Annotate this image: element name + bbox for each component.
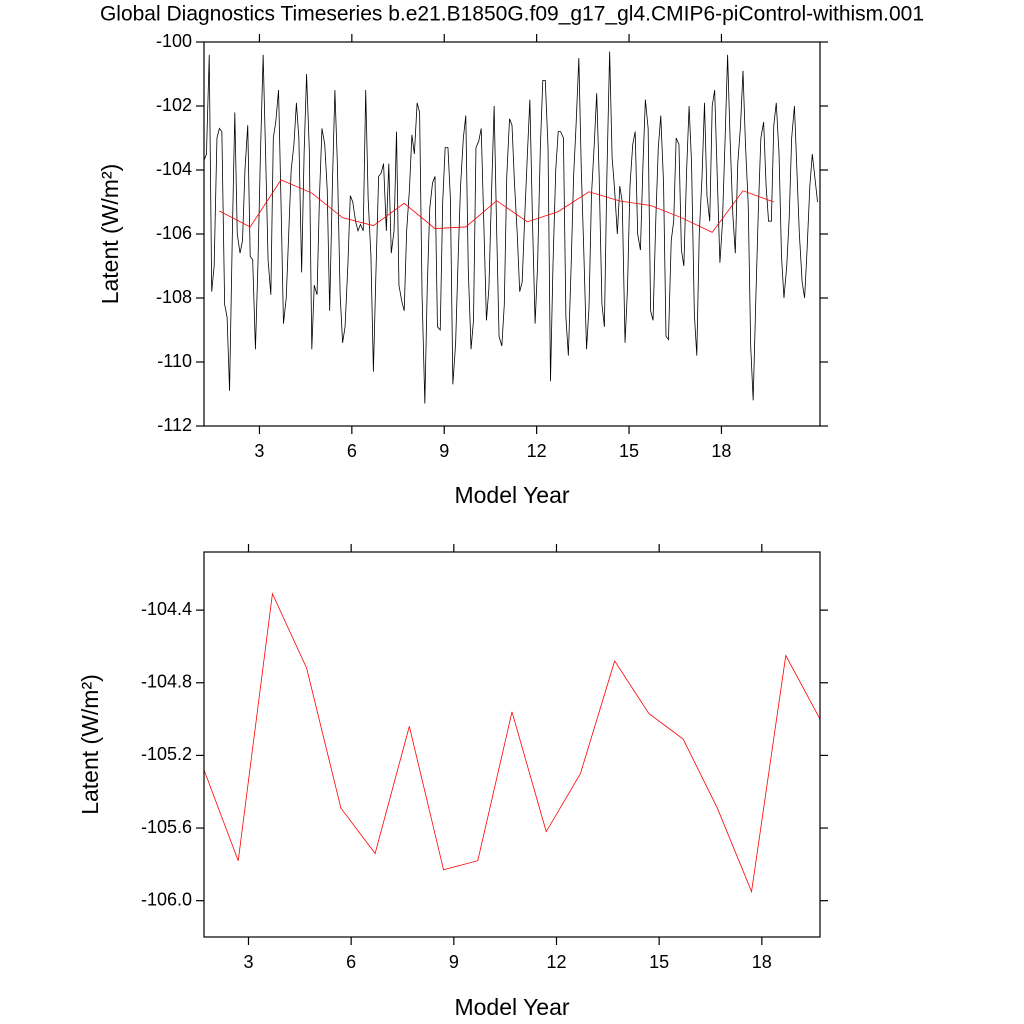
- plot-area: [204, 51, 818, 404]
- x-tick-label: 6: [346, 952, 356, 972]
- x-tick-label: 12: [527, 441, 547, 461]
- plot-frame: [203, 551, 821, 938]
- y-tick-label: -106: [156, 223, 192, 243]
- y-tick-label: -104.8: [141, 672, 192, 692]
- y-tick-label: -102: [156, 95, 192, 115]
- y-tick-label: -108: [156, 287, 192, 307]
- x-tick-label: 3: [243, 952, 253, 972]
- y-tick-label: -100: [156, 31, 192, 51]
- x-tick-label: 15: [649, 952, 669, 972]
- y-tick-label: -106.0: [141, 889, 192, 909]
- plot-area: [204, 592, 820, 894]
- y-tick-label: -105.6: [141, 817, 192, 837]
- y-axis-label: Latent (W/m²): [77, 674, 103, 815]
- data-line: [219, 179, 774, 233]
- x-tick-label: 3: [254, 441, 264, 461]
- y-tick-label: -110: [157, 351, 192, 371]
- plot-frame: [203, 41, 821, 427]
- y-tick-label: -104.4: [141, 599, 192, 619]
- x-tick-label: 12: [546, 952, 566, 972]
- data-line: [204, 51, 818, 404]
- x-tick-label: 15: [619, 441, 639, 461]
- x-tick-label: 9: [449, 952, 459, 972]
- x-axis-label: Model Year: [454, 482, 569, 508]
- y-tick-label: -112: [157, 415, 192, 435]
- y-axis-label: Latent (W/m²): [97, 164, 123, 305]
- chart-title: Global Diagnostics Timeseries b.e21.B185…: [100, 3, 924, 26]
- x-tick-label: 6: [347, 441, 357, 461]
- x-tick-label: 18: [752, 952, 772, 972]
- data-line: [204, 592, 820, 894]
- x-tick-label: 18: [711, 441, 731, 461]
- x-tick-label: 9: [439, 441, 449, 461]
- y-tick-label: -104: [156, 159, 192, 179]
- x-axis-label: Model Year: [454, 994, 569, 1020]
- y-tick-label: -105.2: [141, 744, 192, 764]
